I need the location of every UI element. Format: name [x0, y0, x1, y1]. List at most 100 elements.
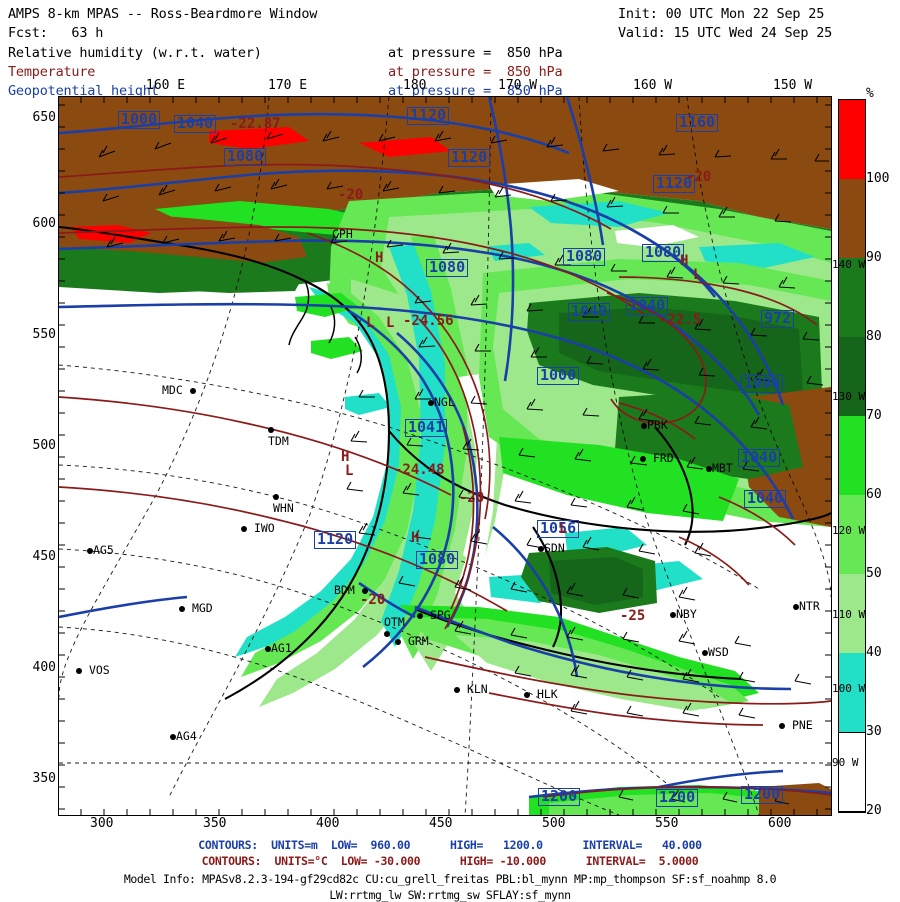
lon-tick-0: 160 E [146, 78, 186, 93]
colorbar-segment-30 [839, 653, 865, 732]
colorbar-segment-80 [839, 258, 865, 337]
colorbar-segment-20 [839, 732, 865, 810]
colorbar-tick-30: 30 [866, 724, 882, 739]
y-tick-450: 450 [32, 549, 56, 564]
height-label: 1200 [741, 786, 784, 804]
temp-label: -20 [360, 592, 386, 608]
height-label: 1080 [563, 248, 606, 266]
station-dot [384, 631, 390, 638]
lat-side-110W: 110 W [832, 608, 866, 621]
colorbar-tick-60: 60 [866, 487, 882, 502]
station-PBK: PBK [641, 419, 668, 432]
station-dot [640, 455, 646, 462]
station-dot [241, 525, 247, 532]
station-dot [179, 605, 185, 612]
high-center-label: H [375, 250, 384, 266]
height-label: 1080 [416, 551, 459, 569]
height-label: 1040 [744, 490, 787, 508]
station-dot [428, 399, 434, 406]
colorbar-tick-40: 40 [866, 645, 882, 660]
x-tick-300: 300 [90, 816, 114, 831]
station-MGD: MGD [179, 602, 213, 615]
low-center-label: L [693, 267, 702, 283]
station-dot [170, 733, 176, 740]
height-label: 1000 [537, 367, 580, 385]
chart-footer: CONTOURS: UNITS=m LOW= 960.00 HIGH= 1200… [0, 836, 900, 902]
high-center-label: H [680, 253, 689, 269]
rh-field-render [59, 97, 831, 815]
lon-tick-2: 180 [403, 78, 427, 93]
high-center-label: H [411, 530, 420, 546]
footer-model-info-2: LW:rrtmg_lw SW:rrtmg_sw SFLAY:sf_mynn [329, 888, 571, 902]
footer-contours-temp: CONTOURS: UNITS=°C LOW= -30.000 HIGH= -1… [201, 854, 699, 868]
station-WHN: WHN [273, 491, 294, 514]
header-title: AMPS 8-km MPAS -- Ross-Beardmore Window [8, 6, 318, 22]
colorbar-segment-90 [839, 179, 865, 258]
colorbar-segment-60 [839, 416, 865, 495]
high-center-label: H [341, 449, 350, 465]
height-label: 1040 [174, 115, 217, 133]
station-dot [779, 722, 785, 729]
station-NTR: NTR [793, 600, 820, 613]
low-center-label: L [559, 521, 568, 537]
height-label: 1040 [738, 449, 781, 467]
station-GRM: GRM [395, 635, 429, 648]
temp-label: -20 [459, 490, 485, 506]
y-tick-600: 600 [32, 216, 56, 231]
lat-side-140W: 140 W [832, 258, 866, 271]
y-tick-650: 650 [32, 110, 56, 125]
y-tick-350: 350 [32, 771, 56, 786]
temp-label: -22.87 [230, 116, 281, 132]
station-SDN: SDN [538, 542, 565, 555]
colorbar-segment-100 [839, 100, 865, 179]
colorbar-divider [839, 732, 865, 733]
station-MDC: MDC [162, 384, 196, 397]
header-forecast-hour: Fcst: 63 h [8, 25, 104, 41]
height-label: 1160 [676, 114, 719, 132]
x-tick-550: 550 [655, 816, 679, 831]
y-tick-550: 550 [32, 327, 56, 342]
colorbar[interactable] [838, 99, 866, 813]
lat-side-130W: 130 W [832, 390, 866, 403]
station-dot [706, 465, 712, 472]
colorbar-tick-100: 100 [866, 171, 890, 186]
lat-side-100W: 100 W [832, 682, 866, 695]
station-VOS: VOS [76, 664, 110, 677]
station-dot [524, 691, 530, 698]
height-label: 1056 [537, 520, 580, 538]
low-center-label: L [366, 315, 375, 331]
x-tick-350: 350 [203, 816, 227, 831]
lat-side-90W: 90 W [832, 756, 859, 769]
station-dot [670, 611, 676, 618]
header-valid-time: Valid: 15 UTC Wed 24 Sep 25 [618, 25, 833, 41]
station-dot [395, 638, 401, 645]
map-plot-area[interactable]: CPH MDC TDM WHN IWO AG5 MGD AG1 VOS AG4 … [58, 96, 832, 816]
x-axis: 300 350 400 450 500 550 600 [58, 816, 830, 836]
station-dot [268, 426, 274, 433]
colorbar-segment-40 [839, 574, 865, 653]
station-dot [702, 649, 708, 656]
station-BDM: BDM [334, 584, 368, 597]
station-WSD: WSD [702, 646, 729, 659]
colorbar-segment-70 [839, 337, 865, 416]
station-AG5: AG5 [87, 544, 114, 557]
station-dot [265, 645, 271, 652]
colorbar-segment-50 [839, 495, 865, 574]
height-label: 1200 [656, 789, 699, 807]
station-KLN: KLN [454, 683, 488, 696]
station-dot [417, 612, 423, 619]
station-NGL: NGL [428, 396, 455, 409]
colorbar-unit: % [866, 86, 874, 101]
temp-label: -22.5 [659, 312, 702, 328]
height-label: 1080 [642, 244, 685, 262]
station-AG1: AG1 [265, 642, 292, 655]
lon-tick-4: 160 W [633, 78, 673, 93]
lon-tick-3: 170 W [498, 78, 538, 93]
temp-label: -20 [338, 187, 364, 203]
station-dot [87, 547, 93, 554]
colorbar-tick-90: 90 [866, 250, 882, 265]
temp-label: -24.48 [394, 462, 445, 478]
height-label: 1120 [448, 149, 491, 167]
y-tick-400: 400 [32, 660, 56, 675]
